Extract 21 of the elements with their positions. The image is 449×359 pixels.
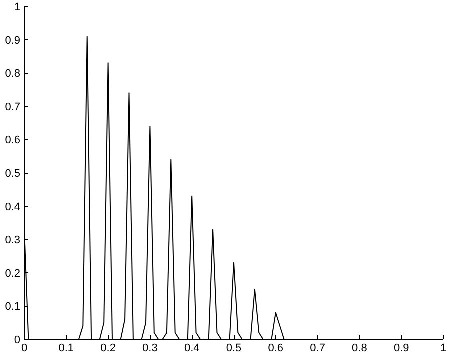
- y-tick-label: 0.4: [5, 201, 21, 214]
- y-tick-label: 0.8: [5, 68, 21, 80]
- x-tick-label: 0.2: [100, 342, 116, 354]
- y-tick-label: 0.6: [5, 134, 21, 147]
- y-tick-label: 0.7: [5, 101, 21, 114]
- y-tick-label: 1: [14, 2, 21, 14]
- x-tick-label: 1: [440, 342, 447, 354]
- y-tick-label: 0.1: [5, 301, 21, 314]
- x-tick-label: 0.5: [226, 342, 242, 354]
- x-tick-label: 0.4: [184, 342, 200, 354]
- x-tick-label: 0.3: [142, 342, 158, 354]
- x-tick-label: 0.6: [268, 342, 284, 354]
- y-tick-label: 0.2: [5, 268, 21, 280]
- x-tick-label: 0.9: [394, 342, 410, 354]
- x-tick-label: 0.8: [352, 342, 368, 354]
- x-tick-label: 0.7: [310, 342, 326, 354]
- y-tick-label: 0.3: [5, 234, 21, 247]
- y-tick-label: 0.9: [5, 34, 21, 47]
- y-tick-label: 0.5: [5, 168, 21, 180]
- y-tick-label: 0: [14, 334, 21, 346]
- x-tick-label: 0.1: [58, 342, 74, 354]
